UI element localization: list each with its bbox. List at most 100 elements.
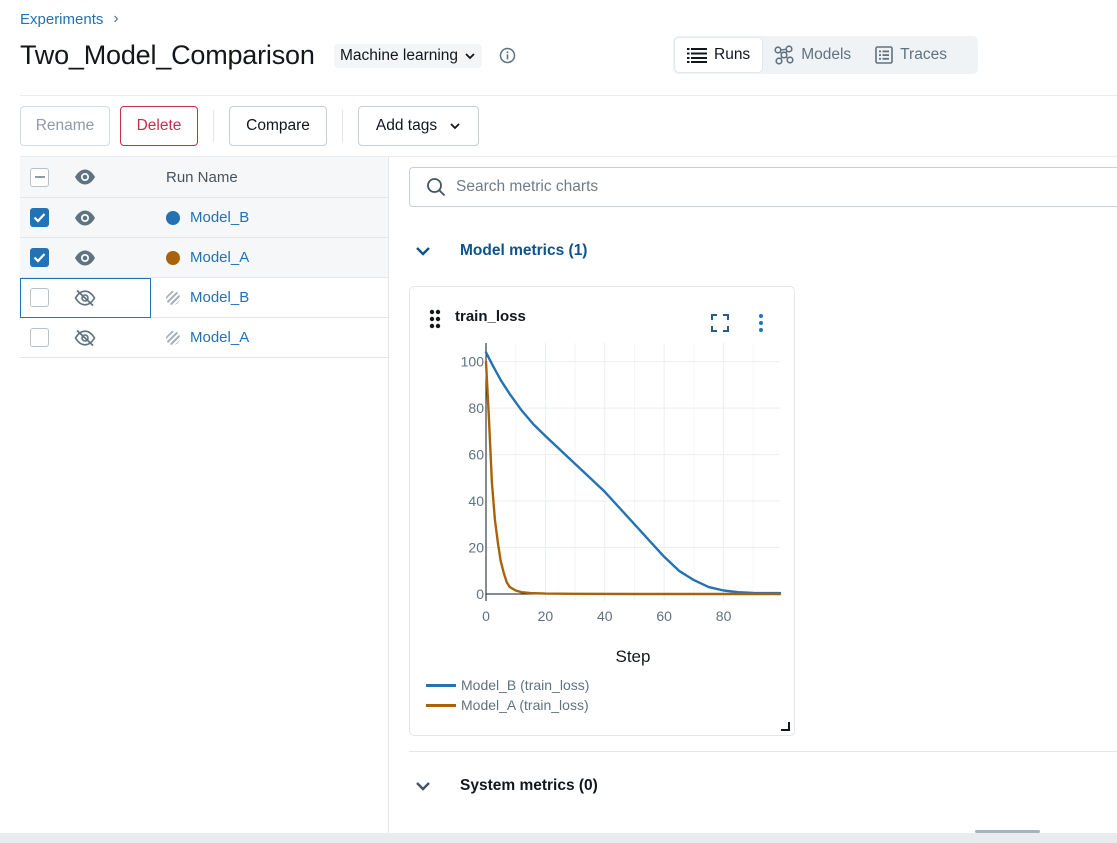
legend-item[interactable]: Model_B (train_loss): [426, 677, 589, 693]
kebab-menu-icon[interactable]: [757, 313, 765, 333]
model-metrics-section-toggle[interactable]: Model metrics (1): [414, 242, 587, 260]
y-tick-label: 20: [468, 540, 484, 556]
series-line-model-a: [484, 360, 782, 596]
info-icon[interactable]: [499, 47, 516, 64]
run-color-dot: [166, 210, 180, 225]
models-icon: [774, 45, 794, 65]
header-divider: [20, 95, 1117, 96]
table-row[interactable]: Model_A: [20, 318, 388, 358]
tab-traces[interactable]: Traces: [863, 38, 959, 72]
breadcrumb: Experiments ›: [20, 10, 119, 28]
x-tick-label: 60: [656, 608, 672, 624]
eye-off-icon[interactable]: [74, 329, 96, 347]
eye-icon[interactable]: [74, 168, 96, 186]
row-checkbox[interactable]: [30, 288, 49, 307]
table-row[interactable]: Model_B: [20, 278, 388, 318]
chart-title: train_loss: [455, 308, 526, 325]
run-hidden-hatch: [166, 290, 180, 305]
chart-axes: 0 20 40 60 80 0 20 40 60 80 100: [461, 343, 780, 624]
tab-models[interactable]: Models: [762, 38, 863, 72]
y-tick-label: 60: [468, 447, 484, 463]
y-tick-label: 40: [468, 493, 484, 509]
table-top-divider: [20, 156, 1117, 157]
chevron-down-icon: [416, 782, 430, 791]
tab-runs-label: Runs: [714, 46, 751, 63]
chart-gridlines: [486, 343, 780, 601]
run-name-link[interactable]: Model_A: [166, 329, 249, 346]
compare-button[interactable]: Compare: [229, 106, 327, 146]
x-axis-label: Step: [616, 647, 651, 666]
table-row[interactable]: Model_A: [20, 238, 388, 278]
search-placeholder: Search metric charts: [456, 178, 599, 195]
add-tags-label: Add tags: [375, 117, 438, 134]
legend-label: Model_B (train_loss): [461, 677, 590, 693]
list-icon: [687, 48, 707, 63]
run-name-link[interactable]: Model_B: [166, 289, 249, 306]
fullscreen-icon[interactable]: [710, 313, 730, 333]
view-tabs: Runs Models Traces: [673, 36, 978, 74]
panel-divider[interactable]: [388, 157, 389, 833]
run-name-label: Model_B: [190, 209, 250, 226]
tab-runs[interactable]: Runs: [675, 38, 763, 72]
y-tick-label: 80: [468, 400, 484, 416]
checkmark-icon: [33, 213, 46, 223]
eye-off-icon[interactable]: [74, 289, 96, 307]
tab-traces-label: Traces: [900, 46, 947, 63]
chart-series: [484, 351, 782, 596]
row-checkbox[interactable]: [30, 248, 49, 267]
runs-table: Run Name Model_B Model_A: [20, 157, 388, 358]
run-name-column-header[interactable]: Run Name: [166, 168, 238, 186]
rename-button[interactable]: Rename: [20, 106, 110, 146]
system-metrics-title: System metrics (0): [460, 777, 598, 794]
chevron-right-icon: ›: [113, 10, 119, 27]
checkmark-icon: [33, 253, 46, 263]
model-metrics-title: Model metrics (1): [460, 242, 588, 259]
delete-button[interactable]: Delete: [120, 106, 198, 146]
bottom-scrollbar-thumb[interactable]: [975, 830, 1040, 833]
traces-icon: [875, 46, 893, 64]
select-all-checkbox[interactable]: [30, 167, 49, 187]
table-row[interactable]: Model_B: [20, 198, 388, 238]
row-checkbox[interactable]: [30, 208, 49, 227]
add-tags-dropdown[interactable]: Add tags: [358, 106, 479, 146]
chevron-down-icon: [450, 123, 460, 130]
bottom-scrollbar-track: [0, 833, 1117, 843]
run-color-dot: [166, 250, 180, 265]
legend-label: Model_A (train_loss): [461, 697, 589, 713]
series-line-model-b: [484, 351, 782, 595]
table-header-row: Run Name: [20, 157, 388, 198]
toolbar-divider: [213, 110, 214, 142]
y-tick-label: 0: [476, 586, 484, 602]
run-hidden-hatch: [166, 330, 180, 345]
tab-models-label: Models: [801, 46, 852, 63]
run-name-label: Model_B: [190, 289, 250, 306]
eye-icon[interactable]: [74, 249, 96, 267]
row-checkbox[interactable]: [30, 328, 49, 347]
toolbar-divider: [342, 110, 343, 142]
run-name-link[interactable]: Model_A: [166, 249, 249, 266]
focus-ring: [20, 278, 151, 318]
system-metrics-section-toggle[interactable]: System metrics (0): [414, 777, 598, 795]
section-divider: [409, 751, 1117, 752]
eye-icon[interactable]: [74, 209, 96, 227]
search-icon: [427, 178, 446, 197]
resize-handle-icon[interactable]: [780, 721, 790, 731]
chevron-down-icon: [416, 247, 430, 256]
run-name-label: Model_A: [190, 329, 250, 346]
experiment-type-select[interactable]: Machine learning: [334, 44, 483, 68]
run-name-link[interactable]: Model_B: [166, 209, 249, 226]
run-name-label: Model_A: [190, 249, 250, 266]
legend-swatch: [426, 703, 456, 707]
page-title: Two_Model_Comparison: [20, 40, 315, 70]
search-metric-charts-input[interactable]: Search metric charts: [409, 167, 1117, 207]
breadcrumb-experiments-link[interactable]: Experiments: [20, 10, 104, 28]
legend-swatch: [426, 683, 456, 687]
legend-item[interactable]: Model_A (train_loss): [426, 697, 589, 713]
x-tick-label: 20: [538, 608, 554, 624]
chart-card: train_loss 0 20 40 60 80 0 20 40 60 80 100 Step Mo…: [409, 286, 795, 736]
drag-handle-icon[interactable]: [429, 309, 441, 329]
y-tick-label: 100: [461, 354, 485, 370]
experiment-type-label: Machine learning: [340, 47, 459, 64]
x-tick-label: 0: [482, 608, 490, 624]
chevron-down-icon: [465, 53, 475, 60]
